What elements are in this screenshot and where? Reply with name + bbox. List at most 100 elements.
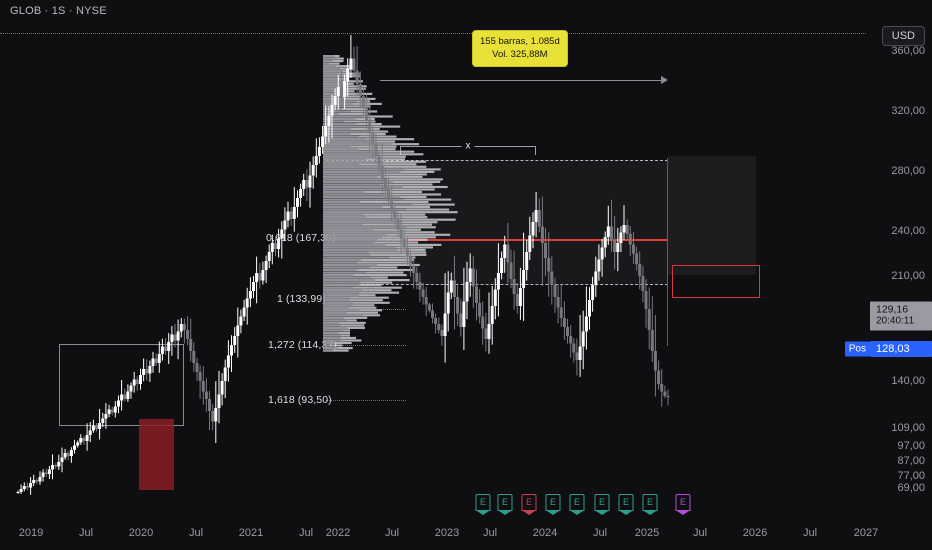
volume-profile-bar (323, 344, 343, 347)
candle-body (597, 259, 601, 272)
volume-profile-bar-inner (323, 268, 357, 272)
candle-body (16, 492, 20, 493)
volume-profile-bar (323, 261, 412, 264)
candle-body (600, 247, 604, 260)
fib-label-1272: 1,272 (114,37) (268, 339, 337, 351)
candle-body (182, 324, 186, 330)
candle-body (449, 280, 453, 293)
volume-profile-bar (323, 299, 383, 302)
candle-body (603, 237, 607, 248)
candle-body (424, 297, 428, 305)
candle-body (101, 418, 105, 423)
fib-line-0618 (326, 238, 406, 239)
candle-body (525, 252, 529, 270)
volume-profile-bar-inner (323, 246, 397, 249)
volume-profile-bar-inner (323, 231, 397, 234)
candle-body (44, 472, 48, 474)
volume-profile-bar-inner (323, 145, 351, 148)
volume-profile-bar-inner (323, 170, 401, 173)
time-scale-label: Jul (692, 527, 708, 539)
volume-profile-bar (323, 291, 400, 294)
volume-profile-bar-inner (323, 75, 341, 78)
volume-profile-bar-inner (323, 150, 373, 153)
volume-profile-bar-inner (323, 211, 396, 214)
time-scale-label: 2025 (634, 527, 660, 539)
volume-profile-bar (323, 311, 378, 314)
volume-profile-bar-inner (323, 304, 353, 307)
candle-body (493, 289, 497, 306)
price-scale[interactable]: USD 360,00320,00280,00240,00210,00180,00… (844, 22, 932, 520)
earnings-marker[interactable]: E (475, 494, 491, 511)
earnings-marker[interactable]: E (569, 494, 585, 511)
volume-profile-bar-inner (323, 336, 342, 340)
earnings-marker[interactable]: E (497, 494, 513, 511)
earnings-marker[interactable]: E (545, 494, 561, 511)
earnings-marker[interactable]: E (521, 494, 537, 511)
rectangle-drawing-left[interactable] (59, 344, 184, 426)
volume-profile-bar-inner (323, 218, 397, 221)
time-scale[interactable]: 2019 Jul 2020 Jul 2021 Jul 2022 Jul 2023 Jul 2024 J… (0, 520, 932, 550)
candle-body (358, 84, 362, 96)
volume-profile-bar-inner (323, 55, 335, 58)
volume-profile-bar-inner (323, 263, 377, 267)
volume-profile-bar (323, 253, 427, 256)
time-scale-label: 2021 (238, 527, 264, 539)
volume-profile-bar-inner (323, 60, 333, 63)
earnings-marker[interactable]: E (675, 494, 691, 511)
symbol-title[interactable]: GLOB · 1S · NYSE (10, 5, 107, 17)
volume-profile-bar (323, 296, 389, 299)
time-scale-label: Jul (802, 527, 818, 539)
candle-body (317, 147, 321, 156)
time-scale-label: 2022 (325, 527, 351, 539)
candle-body (628, 234, 632, 245)
price-scale-label: 69,00 (897, 481, 925, 494)
candle-body (575, 352, 579, 360)
volume-profile-bar-inner (323, 201, 361, 204)
volume-profile-bar-inner (323, 281, 361, 284)
volume-profile-bar-inner (323, 110, 351, 113)
time-scale-label: Jul (298, 527, 314, 539)
volume-profile-bar (323, 251, 427, 254)
currency-badge[interactable]: USD (881, 26, 925, 46)
entry-price-line[interactable] (408, 239, 668, 241)
position-price-badge[interactable]: 128,03 (870, 341, 932, 357)
measure-vertical-line (667, 158, 668, 346)
candle-body (195, 363, 199, 372)
earnings-marker[interactable]: E (642, 494, 658, 511)
volume-profile-bar-inner (323, 309, 361, 312)
candle-body (139, 375, 142, 384)
earnings-marker[interactable]: E (618, 494, 634, 511)
candle-body (117, 400, 120, 407)
candle-body (490, 306, 494, 324)
candle-body (51, 465, 54, 470)
candle-body (635, 253, 639, 264)
volume-profile-bar-inner (323, 77, 339, 80)
earnings-marker[interactable]: E (594, 494, 610, 511)
candle-body (19, 489, 23, 492)
measure-arrow-head-icon (661, 76, 668, 84)
candle-body (616, 243, 620, 252)
price-scale-label: 240,00 (891, 225, 925, 237)
chart-plot-area[interactable]: 155 barras, 1.085d Vol. 325,88M x 0,618 … (0, 22, 866, 520)
candle-body (299, 189, 303, 198)
candle-body (330, 105, 334, 116)
candle-body (361, 96, 365, 108)
candle-body (167, 342, 171, 351)
candle-body (308, 175, 312, 188)
candle-body (462, 301, 466, 327)
position-tag[interactable]: Pos (844, 341, 870, 357)
candle-body (135, 379, 139, 384)
candle-body (650, 330, 654, 351)
volume-profile-bar-inner (323, 155, 376, 158)
candle-body (562, 318, 566, 327)
volume-profile-bar-inner (323, 289, 363, 292)
projection-zone-right[interactable] (668, 156, 756, 275)
volume-profile-bar-inner (323, 85, 349, 88)
time-scale-label: 2027 (853, 527, 879, 539)
candle-body (189, 339, 193, 351)
volume-profile-bar-inner (323, 143, 391, 146)
volume-profile-bar (323, 213, 426, 216)
red-zone-box-left[interactable] (139, 419, 174, 490)
target-rectangle-right[interactable] (672, 265, 760, 298)
candle-body (377, 156, 381, 167)
